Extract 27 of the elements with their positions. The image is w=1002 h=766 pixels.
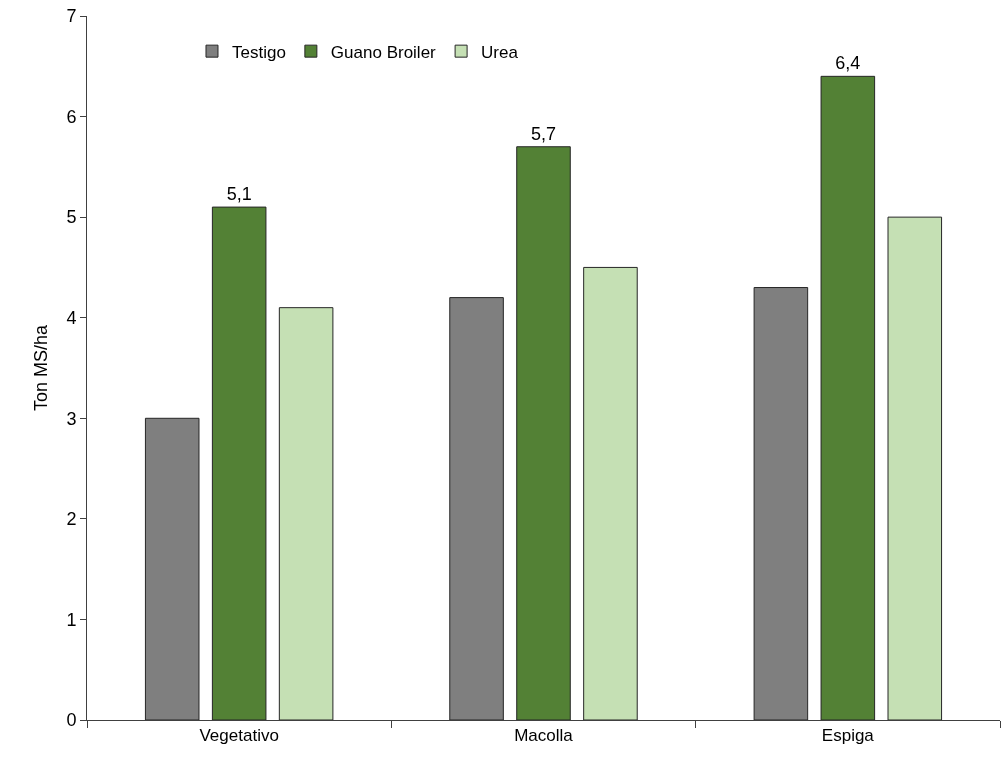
data-label: 5,7: [530, 123, 557, 144]
x-tick-label: Vegetativo: [199, 726, 279, 746]
bar: [583, 266, 638, 720]
y-tick-label: 6: [66, 106, 77, 127]
bar: [887, 216, 943, 720]
bar: [753, 287, 809, 720]
y-tick-label: 4: [66, 308, 77, 329]
y-tick-label: 1: [66, 609, 77, 630]
bar: [278, 307, 334, 720]
legend-label: Testigo: [231, 42, 286, 62]
y-tick-label: 3: [66, 408, 77, 429]
y-tick-label: 0: [66, 710, 77, 731]
bar: [211, 206, 267, 720]
y-tick-label: 5: [66, 207, 77, 228]
bar: [516, 146, 571, 720]
y-tick-label: 7: [66, 6, 77, 27]
bar: [449, 297, 504, 720]
data-label: 6,4: [835, 53, 861, 74]
y-tick-label: 2: [66, 509, 77, 530]
y-axis-title: Ton MS/ha: [30, 323, 51, 412]
legend-label: Urea: [481, 42, 519, 62]
bar: [820, 75, 876, 720]
data-label: 5,1: [226, 184, 252, 205]
x-tick-label: Espiga: [821, 726, 875, 746]
legend-label: Guano Broiler: [330, 42, 437, 62]
bar: [144, 417, 200, 720]
x-tick-label: Macolla: [514, 726, 574, 746]
